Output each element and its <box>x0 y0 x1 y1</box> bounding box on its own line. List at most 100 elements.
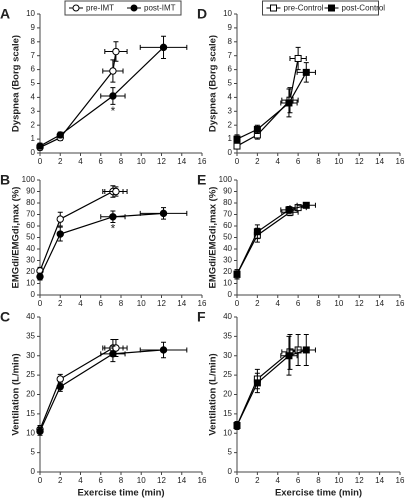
x-tick-label: 12 <box>157 476 166 485</box>
marker <box>253 125 261 133</box>
x-tick-label: 4 <box>78 299 83 308</box>
x-tick-label: 2 <box>255 157 260 166</box>
marker <box>56 375 64 383</box>
x-tick-label: 12 <box>355 157 364 166</box>
legend-marker <box>270 4 277 12</box>
x-tick-label: 6 <box>99 476 104 485</box>
x-tick-label: 14 <box>375 157 384 166</box>
x-tick-label: 6 <box>99 299 104 308</box>
y-tick-label: 30 <box>223 256 232 265</box>
x-tick-label: 6 <box>99 157 104 166</box>
y-tick-label: 50 <box>26 233 35 242</box>
y-axis-label: Ventilation (L/min) <box>208 353 219 435</box>
annotation: * <box>111 104 116 118</box>
y-tick-label: 3 <box>31 106 36 115</box>
y-tick-label: 1 <box>228 134 233 143</box>
marker <box>109 67 117 75</box>
y-tick-label: 0 <box>31 290 36 299</box>
y-tick-label: 80 <box>26 198 35 207</box>
y-tick-label: 15 <box>223 409 232 418</box>
marker <box>56 383 64 391</box>
y-tick-label: 15 <box>26 409 35 418</box>
x-tick-label: 10 <box>137 476 146 485</box>
series-line <box>236 72 307 140</box>
annotation: * <box>111 221 116 235</box>
x-tick-label: 4 <box>276 476 281 485</box>
y-tick-label: 10 <box>26 279 35 288</box>
y-tick-label: 5 <box>228 79 233 88</box>
y-axis-label: EMGdi/EMGdi,max (%) <box>11 187 22 289</box>
y-tick-label: 10 <box>223 428 232 437</box>
y-tick-label: 10 <box>223 9 232 18</box>
x-tick-label: 14 <box>375 476 384 485</box>
y-tick-label: 70 <box>26 210 35 219</box>
y-tick-label: 40 <box>223 244 232 253</box>
panel: 0 10 20 30 40 50 60 70 80 90 100 0 2 4 6 8 10 12 14 16 EEMGd… <box>197 172 405 308</box>
marker <box>56 215 64 223</box>
y-tick-label: 30 <box>26 256 35 265</box>
y-tick-label: 5 <box>228 448 233 457</box>
series-line <box>236 58 299 147</box>
series-line <box>236 349 307 426</box>
series-line <box>39 347 116 430</box>
x-tick-label: 16 <box>198 299 207 308</box>
marker <box>233 422 241 429</box>
y-tick-label: 4 <box>228 93 233 102</box>
y-tick-label: 7 <box>228 51 233 60</box>
marker <box>233 270 241 278</box>
x-tick-label: 6 <box>296 157 301 166</box>
x-tick-label: 6 <box>296 299 301 308</box>
y-tick-label: 25 <box>223 370 232 379</box>
x-tick-label: 0 <box>235 476 240 485</box>
panel: 0 5 10 15 20 25 30 35 40 0 2 4 6 8 10 12 14 16 F Ventilatio… <box>197 309 405 499</box>
x-tick-label: 0 <box>38 157 43 166</box>
series-line <box>39 349 164 432</box>
y-tick-label: 30 <box>223 351 232 360</box>
x-tick-label: 10 <box>137 157 146 166</box>
x-tick-label: 0 <box>235 157 240 166</box>
y-tick-label: 40 <box>26 244 35 253</box>
x-tick-label: 12 <box>355 299 364 308</box>
legend-marker <box>72 4 80 12</box>
marker <box>109 350 117 358</box>
x-tick-label: 8 <box>119 299 124 308</box>
y-tick-label: 70 <box>223 210 232 219</box>
y-tick-label: 10 <box>26 428 35 437</box>
marker <box>285 352 293 360</box>
marker <box>159 43 168 52</box>
marker <box>285 99 293 107</box>
legend-marker <box>130 4 138 12</box>
legend-label: post-Control <box>342 4 386 13</box>
y-tick-label: 90 <box>26 187 35 196</box>
y-tick-label: 9 <box>31 23 36 32</box>
panel-label: F <box>197 309 206 325</box>
x-tick-label: 0 <box>38 476 43 485</box>
x-tick-label: 12 <box>355 476 364 485</box>
x-tick-label: 0 <box>38 299 43 308</box>
y-tick-label: 35 <box>26 331 35 340</box>
marker <box>285 206 293 214</box>
marker <box>302 346 310 354</box>
x-tick-label: 2 <box>58 476 63 485</box>
legend-label: post-IMT <box>144 4 176 13</box>
x-tick-label: 4 <box>78 476 83 485</box>
y-tick-label: 60 <box>26 221 35 230</box>
y-tick-label: 0 <box>228 290 233 299</box>
x-tick-label: 8 <box>316 299 321 308</box>
y-tick-label: 80 <box>223 198 232 207</box>
marker <box>159 209 168 218</box>
panel-label: C <box>0 309 10 325</box>
marker <box>109 213 117 221</box>
y-tick-label: 9 <box>228 23 233 32</box>
x-tick-label: 2 <box>58 157 63 166</box>
y-tick-label: 5 <box>31 448 36 457</box>
y-tick-label: 20 <box>26 390 35 399</box>
y-tick-label: 3 <box>228 106 233 115</box>
series-line <box>39 46 164 147</box>
x-tick-label: 4 <box>276 299 281 308</box>
y-tick-label: 60 <box>223 221 232 230</box>
marker <box>36 427 44 436</box>
x-tick-label: 4 <box>276 157 281 166</box>
x-tick-label: 16 <box>396 157 405 166</box>
